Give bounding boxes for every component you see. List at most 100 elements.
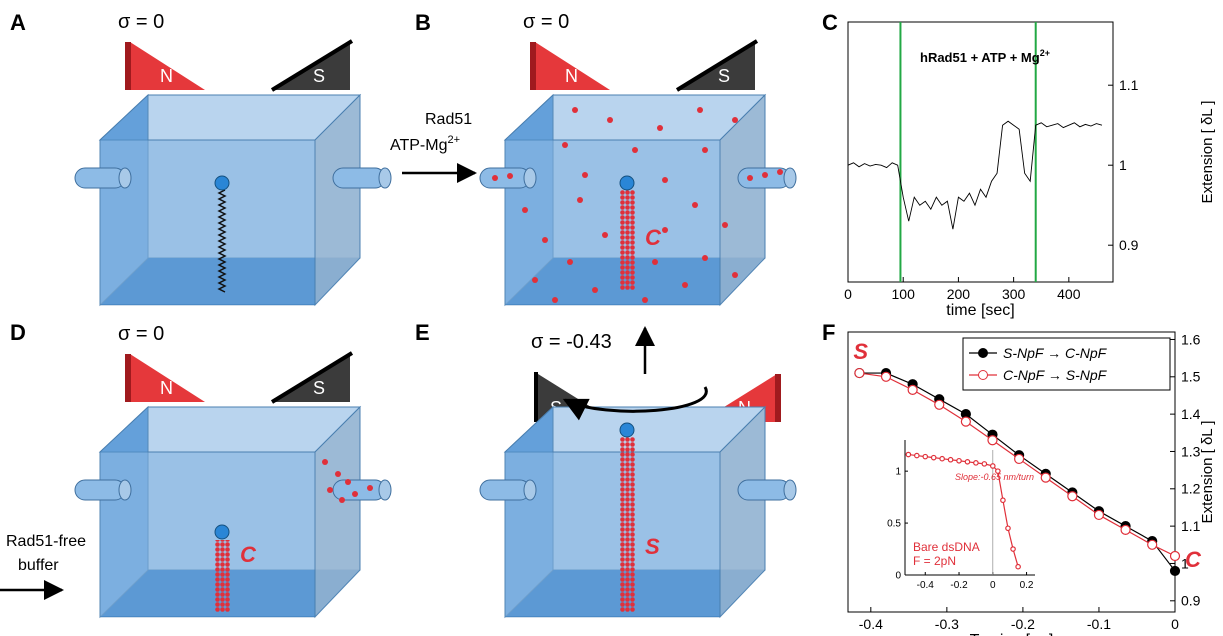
y-tick-label: 1.6 (1181, 331, 1201, 347)
y-tick-label: 0 (895, 571, 901, 582)
particle (662, 177, 668, 183)
data-point (957, 459, 961, 463)
particle (542, 237, 548, 243)
particle (552, 297, 558, 303)
data-point (961, 417, 970, 426)
inlet-label: Rad51-free (6, 533, 86, 550)
x-tick-label: -0.2 (950, 580, 968, 591)
sigma: σ = 0 (118, 323, 164, 345)
y-tick-label: 1.4 (1181, 406, 1201, 422)
data-point (908, 385, 917, 394)
data-point (982, 462, 986, 466)
body: {"panels": [ {"label": "A", "sigma": "σ … (0, 0, 1223, 636)
data-point (1006, 526, 1010, 530)
data-point (932, 455, 936, 459)
panel-label: A (10, 10, 26, 35)
particle (642, 297, 648, 303)
y-tick-label: 1.2 (1181, 481, 1201, 497)
particle (345, 479, 351, 485)
particle (567, 259, 573, 265)
data-point (1016, 564, 1020, 568)
panel-e: E σ = -0.43 S N S (415, 320, 796, 617)
annotation: hRad51 + ATP + Mg2+ (920, 48, 1050, 65)
particle (682, 282, 688, 288)
filament (215, 540, 230, 612)
particle (702, 255, 708, 261)
panel-label: F (822, 320, 835, 345)
panel-label: E (415, 320, 430, 345)
data-point (1011, 547, 1015, 551)
inlet-label: Rad51 (425, 111, 472, 128)
figure: A σ = 0 N S B σ = 0 N S Rad51 ATP-Mg2+ C… (0, 0, 1223, 636)
particle (335, 471, 341, 477)
sigma: σ = 0 (523, 11, 569, 33)
page: body { margin: 0; background: #fff; font… (0, 0, 1223, 636)
data-point (1041, 473, 1050, 482)
particle (492, 175, 498, 181)
particle (352, 491, 358, 497)
data-point (965, 460, 969, 464)
y-tick-label: 1.3 (1181, 443, 1201, 459)
x-tick-label: -0.4 (859, 616, 883, 632)
sigma: σ = 0 (118, 11, 164, 33)
magnet-label: N (565, 66, 578, 86)
chamber (75, 407, 391, 617)
data-line (848, 121, 1102, 229)
particle (327, 487, 333, 493)
legend-label: C-NpF → S-NpF (1003, 367, 1108, 383)
particle (577, 197, 583, 203)
sigma: σ = -0.43 (531, 331, 612, 353)
magnet-edge (775, 374, 781, 422)
particle (339, 497, 345, 503)
data-point (1171, 566, 1180, 575)
y-axis-label: Extension [ δL ] (1199, 101, 1216, 204)
x-tick-label: 0.2 (1020, 580, 1034, 591)
y-tick-label: 1 (1119, 157, 1127, 173)
particle (722, 222, 728, 228)
superscript: 2+ (1040, 48, 1050, 58)
panel-b: B σ = 0 N S Rad51 ATP-Mg2+ C (390, 10, 796, 305)
particle (532, 277, 538, 283)
data-point (1148, 540, 1157, 549)
particle (572, 107, 578, 113)
magnet-label: S (313, 378, 325, 398)
y-tick-label: 1.1 (1119, 77, 1139, 93)
bead (215, 525, 229, 539)
data-point (1171, 552, 1180, 561)
data-point (915, 453, 919, 457)
data-point (1121, 525, 1130, 534)
annotation: Slope:-0.65 nm/turn (955, 472, 1034, 482)
charts: 01002003004000.911.1time [sec]Extension … (844, 22, 1216, 636)
legend-label: S-NpF → C-NpF (1003, 345, 1108, 361)
particle (702, 147, 708, 153)
y-tick-label: 0.9 (1119, 237, 1139, 253)
particle (607, 117, 613, 123)
particle (322, 459, 328, 465)
bead (215, 176, 229, 190)
particle (562, 142, 568, 148)
annotation-text: hRad51 + ATP + Mg (920, 50, 1040, 65)
inlet-label: ATP-Mg2+ (390, 134, 460, 154)
data-point (1015, 454, 1024, 463)
x-tick-label: 100 (892, 286, 916, 302)
x-axis-label: Torsion [ σ ] (970, 632, 1054, 636)
particle (657, 125, 663, 131)
panel-d: D σ = 0 N S Rad51-free buffer C (0, 320, 391, 617)
chamber (75, 95, 391, 305)
particle (602, 232, 608, 238)
particle (692, 202, 698, 208)
magnet-label: S (718, 66, 730, 86)
y-tick-label: 1 (895, 467, 901, 478)
particle (507, 173, 513, 179)
superscript: 2+ (447, 134, 460, 146)
data-point (855, 369, 864, 378)
filament-label: S (645, 534, 660, 559)
x-tick-label: 0 (990, 580, 996, 591)
data-point (906, 452, 910, 456)
x-tick-label: -0.1 (1087, 616, 1111, 632)
caption: F = 2pN (913, 554, 956, 568)
data-point (988, 436, 997, 445)
particle (747, 175, 753, 181)
particle (777, 169, 783, 175)
particle (662, 227, 668, 233)
